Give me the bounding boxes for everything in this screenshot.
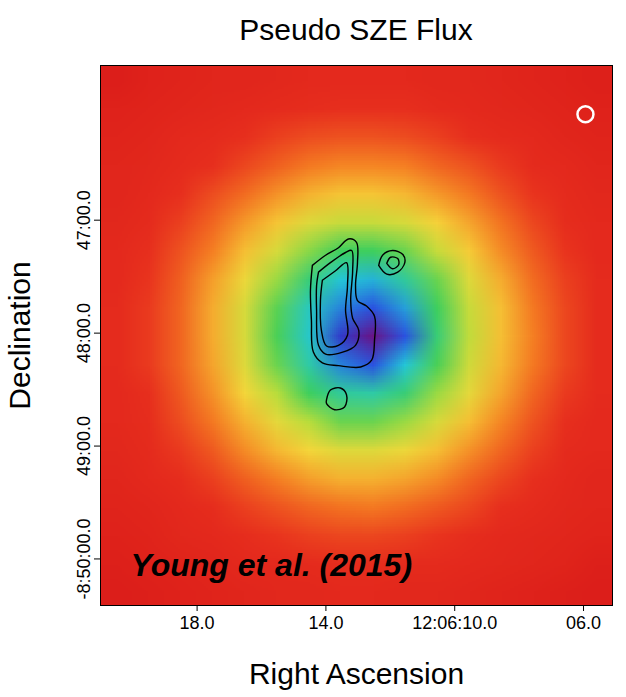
svg-text:47:00.0: 47:00.0	[74, 190, 94, 250]
svg-text:-8:50:00.0: -8:50:00.0	[74, 518, 94, 599]
svg-text:Right Ascension: Right Ascension	[249, 657, 464, 690]
svg-text:18.0: 18.0	[180, 613, 215, 633]
svg-text:Declination: Declination	[3, 261, 36, 409]
svg-text:06.0: 06.0	[566, 613, 601, 633]
svg-text:14.0: 14.0	[308, 613, 343, 633]
svg-text:12:06:10.0: 12:06:10.0	[412, 613, 497, 633]
html-text:Pseudo SZE Flux: Pseudo SZE Flux	[239, 13, 473, 46]
svg-text:Young et al. (2015): Young et al. (2015)	[131, 547, 413, 583]
svg-text:49:00.0: 49:00.0	[74, 416, 94, 476]
svg-text:48:00.0: 48:00.0	[74, 303, 94, 363]
